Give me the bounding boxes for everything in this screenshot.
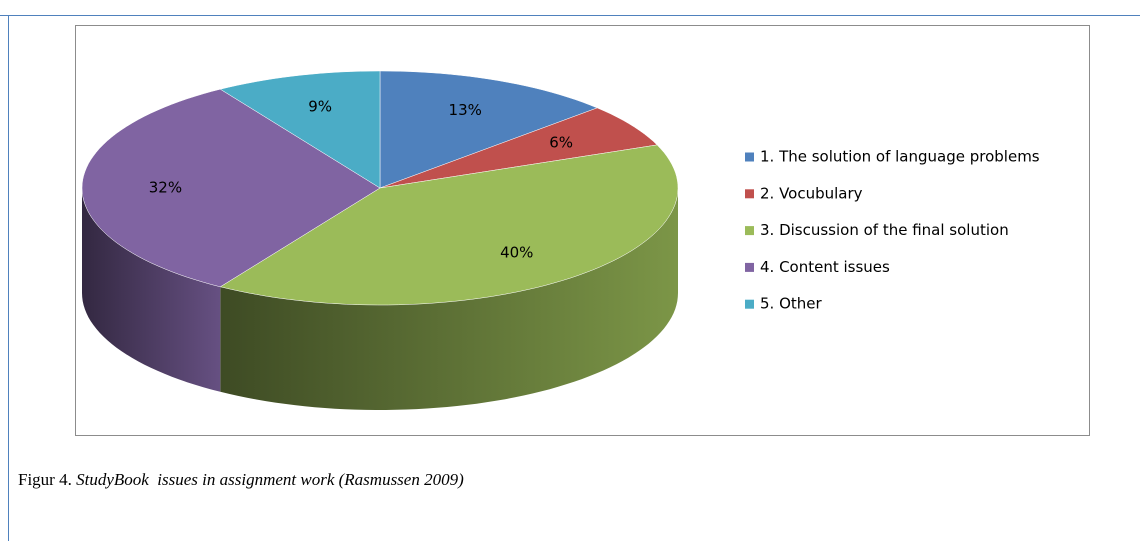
caption: Figur 4. StudyBook issues in assignment … bbox=[18, 470, 464, 490]
legend-swatch bbox=[745, 152, 754, 162]
slice bbox=[379, 70, 598, 189]
data-label: 32% bbox=[149, 179, 182, 197]
slice-side bbox=[82, 188, 221, 392]
legend-swatch bbox=[745, 189, 754, 199]
slice-side bbox=[220, 188, 679, 410]
data-label: 40% bbox=[500, 243, 533, 261]
caption-label: Figur 4. bbox=[18, 470, 72, 489]
caption-text: StudyBook issues in assignment work (Ras… bbox=[76, 470, 464, 489]
legend-swatch bbox=[745, 262, 754, 272]
data-label: 13% bbox=[449, 101, 482, 119]
data-label: 9% bbox=[308, 98, 332, 116]
slice bbox=[379, 107, 658, 189]
data-label: 6% bbox=[549, 133, 573, 151]
slice bbox=[81, 88, 381, 288]
plot: 13% 6% 40% 32% 9% 1. The solution of language… bbox=[81, 70, 1040, 410]
legend-label: 3. Discussion of the final solution bbox=[760, 221, 1009, 239]
legend-label: 2. Vocubulary bbox=[760, 184, 863, 202]
slice bbox=[219, 70, 381, 189]
legend-swatch bbox=[745, 226, 754, 236]
slice bbox=[219, 144, 679, 306]
legend-label: 5. Other bbox=[760, 295, 823, 313]
legend-label: 1. The solution of language problems bbox=[760, 148, 1040, 166]
legend-label: 4. Content issues bbox=[760, 258, 890, 276]
legend-swatch bbox=[745, 299, 754, 309]
